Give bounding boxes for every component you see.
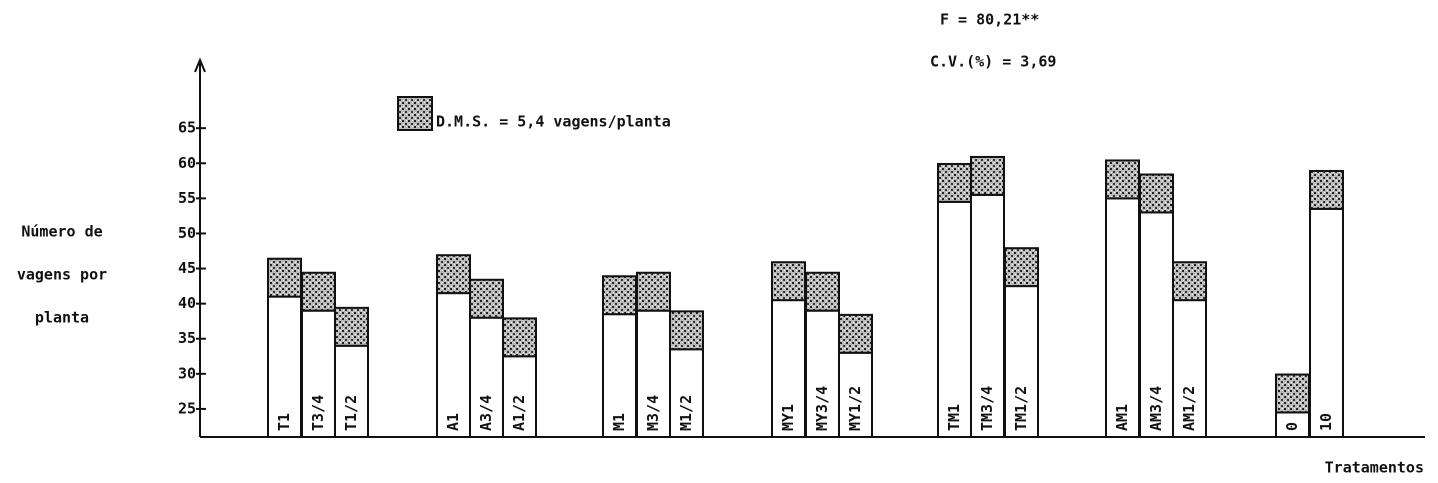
- x-tick-label: M3/4: [644, 395, 662, 431]
- bar: [1105, 197, 1140, 438]
- x-tick-label: TM1/2: [1012, 386, 1030, 431]
- x-tick-label: 0: [1283, 422, 1301, 431]
- x-tick-label: AM1/2: [1180, 386, 1198, 431]
- dms-box: [1275, 373, 1310, 414]
- dms-box: [937, 162, 972, 203]
- x-tick-label: A1: [444, 413, 462, 431]
- dms-box: [838, 313, 873, 354]
- dms-box: [1105, 159, 1140, 200]
- dms-box: [469, 278, 504, 319]
- dms-box: [436, 254, 471, 295]
- y-label: Número de: [21, 223, 102, 241]
- x-tick-label: A1/2: [510, 395, 528, 431]
- x-tick-label: MY1/2: [846, 386, 864, 431]
- bar: [805, 309, 840, 438]
- bar: [970, 193, 1005, 438]
- x-tick-label: AM3/4: [1147, 386, 1165, 431]
- y-tick-label: 35: [178, 329, 196, 347]
- dms-box: [1139, 173, 1174, 214]
- x-tick-label: T3/4: [309, 395, 327, 431]
- x-tick-label: MY3/4: [813, 386, 831, 431]
- x-tick-label: M1/2: [677, 395, 695, 431]
- y-tick-label: 25: [178, 399, 196, 417]
- x-label: Tratamentos: [1325, 459, 1424, 477]
- y-tick-label: 65: [178, 119, 196, 137]
- annotation: C.V.(%) = 3,69: [930, 53, 1056, 71]
- y-axis-arrow: [194, 57, 206, 73]
- dms-box: [669, 310, 704, 351]
- dms-box: [1004, 247, 1039, 288]
- bar: [771, 299, 806, 438]
- dms-box: [1172, 261, 1207, 302]
- y-label: vagens por: [17, 266, 107, 284]
- dms-box: [502, 317, 537, 358]
- y-tick-label: 40: [178, 294, 196, 312]
- bar: [267, 295, 302, 439]
- dms-box: [636, 271, 671, 312]
- annotation: F = 80,21**: [940, 11, 1039, 29]
- x-tick-label: A3/4: [477, 395, 495, 431]
- dms-box: [805, 271, 840, 312]
- legend-swatch: [397, 96, 433, 131]
- dms-box: [334, 306, 369, 347]
- bar: [1004, 285, 1039, 438]
- y-tick-label: 45: [178, 259, 196, 277]
- bar: [1139, 211, 1174, 438]
- bar: [1172, 299, 1207, 438]
- x-tick-label: AM1: [1113, 404, 1131, 431]
- x-tick-label: MY1: [779, 404, 797, 431]
- x-tick-label: T1/2: [342, 395, 360, 431]
- x-tick-label: TM1: [945, 404, 963, 431]
- y-tick-label: 55: [178, 189, 196, 207]
- y-tick-label: 50: [178, 224, 196, 242]
- bar: [1275, 411, 1310, 438]
- y-tick-label: 60: [178, 154, 196, 172]
- dms-box: [771, 261, 806, 302]
- bar: [1309, 207, 1344, 438]
- dms-box: [267, 257, 302, 298]
- x-tick-label: 10: [1317, 413, 1335, 431]
- dms-box: [602, 275, 637, 316]
- bar: [502, 355, 537, 438]
- bar: [602, 313, 637, 438]
- x-tick-label: T1: [275, 413, 293, 431]
- dms-box: [301, 271, 336, 312]
- y-label: planta: [35, 309, 89, 327]
- dms-box: [1309, 169, 1344, 210]
- bar: [469, 316, 504, 439]
- bar: [937, 200, 972, 438]
- legend-label: D.M.S. = 5,4 vagens/planta: [436, 113, 671, 131]
- bar: [838, 351, 873, 439]
- x-tick-label: TM3/4: [978, 386, 996, 431]
- dms-box: [970, 155, 1005, 196]
- x-tick-label: M1: [610, 413, 628, 431]
- y-tick-label: 30: [178, 364, 196, 382]
